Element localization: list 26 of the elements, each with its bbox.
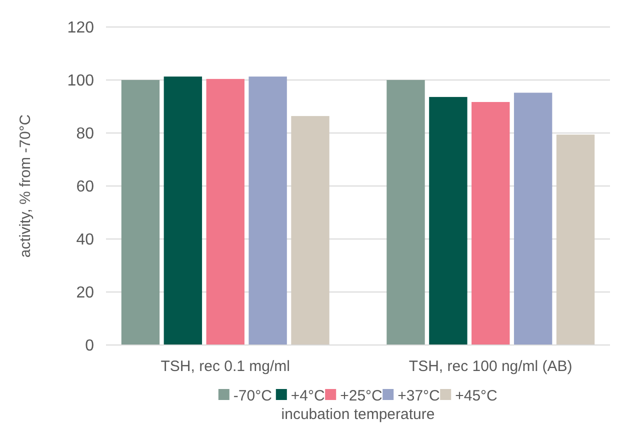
bar <box>472 102 510 345</box>
y-tick-label: 0 <box>85 338 94 355</box>
bar <box>248 76 287 345</box>
y-tick-label: 120 <box>67 20 94 37</box>
bar <box>514 92 552 345</box>
bar <box>121 80 160 345</box>
legend-label: +45°C <box>455 387 498 404</box>
bar <box>556 134 595 345</box>
bar <box>291 116 330 345</box>
legend-label: +37°C <box>398 387 440 404</box>
legend-label: -70°C <box>233 387 272 404</box>
x-tick-label: TSH, rec 100 ng/ml (AB) <box>408 358 572 375</box>
legend-title: incubation temperature <box>281 406 435 423</box>
y-tick-label: 60 <box>76 178 94 196</box>
x-tick-label: TSH, rec 0.1 mg/ml <box>160 358 290 375</box>
y-tick-label: 40 <box>76 232 94 249</box>
legend-label: +25°C <box>340 387 383 404</box>
y-tick-label: 20 <box>76 284 94 302</box>
y-tick-label: 80 <box>76 126 94 143</box>
bar <box>164 76 202 345</box>
bar <box>386 80 425 345</box>
legend-label: +4°C <box>290 387 325 404</box>
y-axis-title: activity, % from -70°C <box>17 114 34 258</box>
bar <box>429 96 468 345</box>
bar <box>206 78 244 345</box>
y-tick-label: 100 <box>67 72 94 90</box>
